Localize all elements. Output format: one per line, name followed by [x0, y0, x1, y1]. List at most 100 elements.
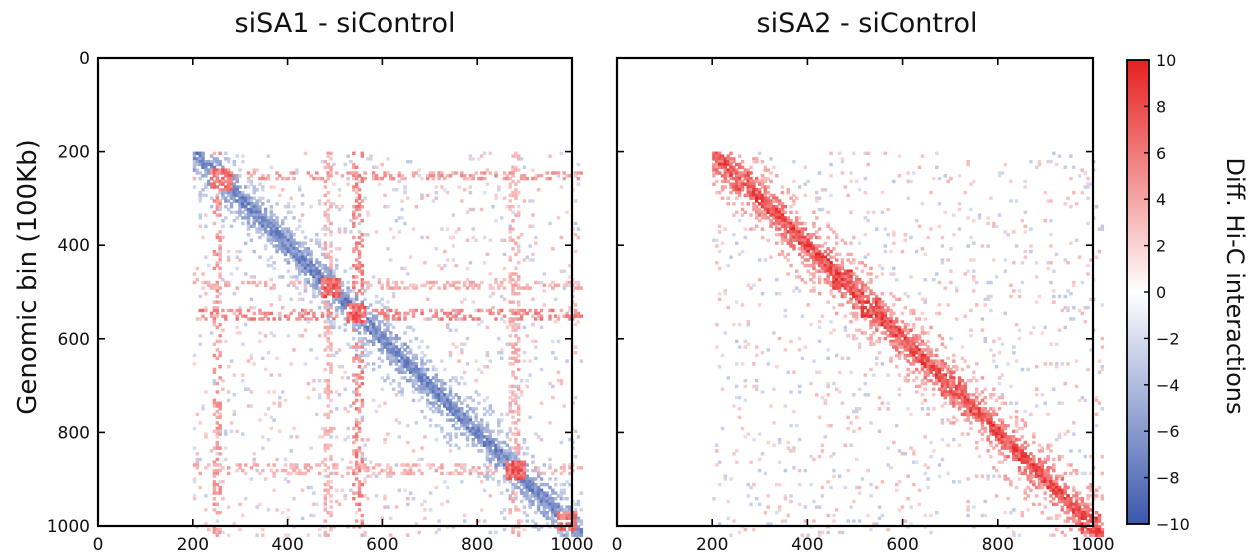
heatmap-cell: [760, 213, 765, 217]
heatmap-cell: [369, 460, 373, 464]
heatmap-cell: [869, 325, 873, 330]
heatmap-cell: [391, 471, 396, 476]
heatmap-cell: [329, 292, 333, 296]
heatmap-cell: [431, 409, 436, 414]
heatmap-cell: [212, 342, 217, 346]
heatmap-cell: [315, 266, 319, 271]
heatmap-cell: [554, 356, 558, 361]
heatmap-cell: [786, 252, 790, 257]
heatmap-cell: [440, 409, 444, 414]
heatmap-cell: [568, 511, 572, 515]
heatmap-cell: [354, 303, 359, 307]
heatmap-cell: [485, 353, 490, 358]
heatmap-cell: [289, 463, 293, 467]
heatmap-cell: [323, 367, 328, 372]
heatmap-cell: [295, 255, 299, 259]
heatmap-cell: [517, 432, 521, 436]
heatmap-cell: [303, 241, 308, 245]
heatmap-cell: [889, 342, 893, 346]
heatmap-cell: [565, 497, 569, 501]
heatmap-cell: [517, 468, 521, 473]
heatmap-cell: [354, 345, 359, 349]
heatmap-cell: [423, 376, 427, 380]
heatmap-cell: [886, 233, 890, 237]
heatmap-cell: [837, 252, 842, 257]
heatmap-cell: [261, 233, 265, 237]
heatmap-cell: [434, 438, 438, 442]
heatmap-cell: [812, 255, 816, 259]
heatmap-cell: [536, 508, 541, 512]
heatmap-cell: [480, 171, 484, 175]
heatmap-cell: [374, 308, 379, 313]
heatmap-cell: [568, 438, 572, 442]
heatmap-cell: [568, 283, 572, 288]
heatmap-cell: [763, 179, 768, 184]
heatmap-cell: [752, 179, 756, 184]
heatmap-cell: [766, 210, 770, 215]
heatmap-cell: [215, 261, 220, 265]
heatmap-cell: [517, 303, 521, 307]
heatmap-cell: [505, 477, 510, 481]
heatmap-cell: [406, 471, 410, 476]
heatmap-cell: [1100, 303, 1105, 307]
heatmap-cell: [548, 221, 552, 226]
heatmap-cell: [929, 227, 933, 231]
heatmap-cell: [380, 339, 384, 344]
heatmap-cell: [792, 289, 796, 293]
heatmap-cell: [315, 233, 319, 237]
heatmap-cell: [451, 280, 456, 285]
heatmap-cell: [573, 174, 578, 178]
heatmap-cell: [534, 317, 538, 321]
heatmap-cell: [226, 505, 231, 509]
heatmap-cell: [414, 387, 419, 391]
heatmap-cell: [556, 502, 561, 507]
heatmap-cell: [757, 207, 762, 212]
heatmap-cell: [352, 171, 356, 175]
heatmap-cell: [525, 255, 529, 259]
heatmap-cell: [315, 272, 319, 276]
heatmap-cell: [554, 314, 558, 318]
heatmap-cell: [460, 376, 464, 380]
heatmap-cell: [505, 471, 510, 476]
heatmap-cell: [514, 491, 518, 495]
heatmap-cell: [431, 404, 436, 408]
heatmap-cell: [283, 244, 288, 248]
heatmap-cell: [491, 292, 495, 296]
heatmap-cell: [889, 359, 893, 363]
heatmap-cell: [837, 272, 842, 276]
heatmap-cell: [895, 345, 899, 349]
heatmap-cell: [232, 393, 237, 397]
heatmap-cell: [352, 325, 356, 330]
heatmap-cell: [346, 466, 350, 470]
heatmap-cell: [477, 286, 481, 290]
heatmap-cell: [860, 280, 865, 285]
heatmap-cell: [872, 342, 876, 346]
heatmap-cell: [192, 477, 197, 481]
heatmap-cell: [897, 325, 902, 330]
heatmap-cell: [786, 272, 790, 276]
heatmap-cell: [522, 359, 527, 363]
heatmap-cell: [903, 328, 908, 332]
heatmap-cell: [837, 280, 842, 285]
heatmap-cell: [391, 359, 396, 363]
heatmap-cell: [408, 255, 413, 259]
heatmap-cell: [508, 463, 512, 467]
heatmap-cell: [323, 266, 328, 271]
heatmap-cell: [360, 519, 365, 523]
heatmap-cell: [218, 238, 222, 243]
heatmap-cell: [551, 339, 555, 344]
heatmap-cell: [372, 362, 376, 366]
heatmap-cell: [226, 471, 231, 476]
heatmap-cell: [797, 230, 802, 234]
heatmap-cell: [323, 446, 328, 450]
heatmap-cell: [760, 185, 765, 189]
heatmap-cell: [471, 300, 475, 304]
heatmap-cell: [502, 516, 507, 521]
heatmap-cell: [1012, 230, 1016, 234]
heatmap-cell: [536, 505, 541, 509]
heatmap-cell: [1054, 362, 1059, 366]
heatmap-cell: [511, 154, 515, 158]
heatmap-cell: [752, 185, 756, 189]
heatmap-cell: [445, 190, 450, 195]
